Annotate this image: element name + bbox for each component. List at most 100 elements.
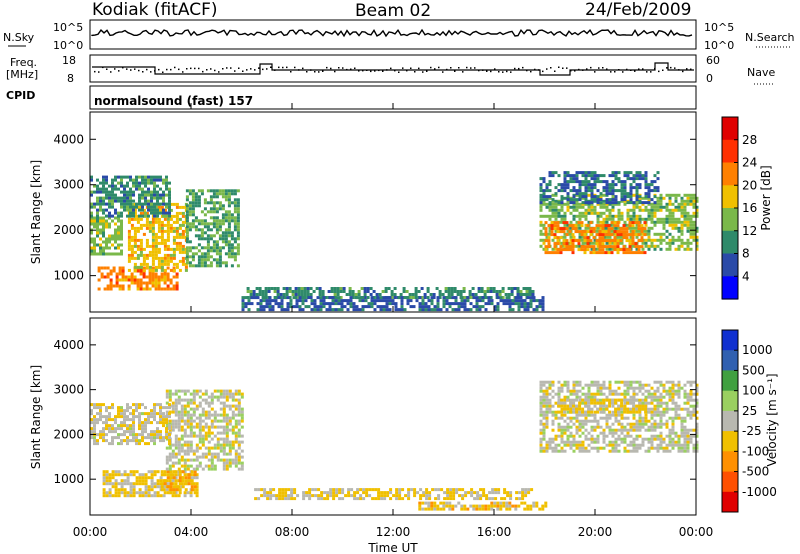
heatmap-cell bbox=[674, 226, 678, 230]
heatmap-cell bbox=[287, 488, 291, 492]
heatmap-cell bbox=[608, 428, 612, 432]
heatmap-cell bbox=[402, 290, 406, 293]
heatmap-cell bbox=[322, 296, 326, 300]
heatmap-cell bbox=[502, 501, 506, 505]
heatmap-cell bbox=[623, 198, 627, 202]
heatmap-cell bbox=[192, 467, 196, 471]
heatmap-cell bbox=[686, 241, 690, 245]
heatmap-cell bbox=[581, 171, 585, 175]
heatmap-cell bbox=[686, 244, 690, 248]
heatmap-cell bbox=[197, 195, 201, 199]
heatmap-cell bbox=[490, 501, 494, 505]
heatmap-cell bbox=[144, 178, 147, 182]
heatmap-cell bbox=[130, 278, 134, 282]
nave-dot bbox=[94, 70, 96, 73]
heatmap-cell bbox=[115, 281, 119, 285]
heatmap-cell bbox=[218, 237, 222, 241]
heatmap-cell bbox=[114, 421, 117, 425]
heatmap-cell bbox=[671, 217, 675, 221]
heatmap-cell bbox=[159, 202, 162, 206]
heatmap-cell bbox=[608, 174, 612, 178]
heatmap-cell bbox=[572, 398, 576, 402]
heatmap-cell bbox=[310, 299, 314, 303]
heatmap-cell bbox=[584, 419, 588, 423]
heatmap-cell bbox=[198, 428, 202, 432]
heatmap-cell bbox=[421, 501, 425, 505]
heatmap-cell bbox=[192, 392, 196, 396]
heatmap-cell bbox=[233, 189, 237, 193]
heatmap-cell bbox=[153, 442, 156, 446]
heatmap-cell bbox=[589, 221, 593, 225]
heatmap-cell bbox=[192, 452, 196, 456]
heatmap-cell bbox=[593, 425, 597, 429]
heatmap-cell bbox=[569, 220, 573, 224]
heatmap-cell bbox=[195, 446, 199, 450]
heatmap-cell bbox=[162, 202, 165, 206]
heatmap-cell bbox=[108, 491, 112, 495]
heatmap-cell bbox=[581, 449, 585, 453]
heatmap-cell bbox=[608, 192, 612, 196]
heatmap-cell bbox=[447, 287, 451, 290]
heatmap-cell bbox=[200, 231, 204, 235]
heatmap-cell bbox=[382, 308, 386, 312]
heatmap-cell bbox=[114, 436, 117, 440]
heatmap-cell bbox=[127, 235, 131, 239]
heatmap-cell bbox=[184, 476, 188, 480]
heatmap-cell bbox=[212, 258, 216, 262]
heatmap-cell bbox=[356, 491, 360, 495]
heatmap-cell bbox=[115, 278, 119, 282]
heatmap-cell bbox=[331, 302, 335, 306]
heatmap-cell bbox=[222, 416, 226, 420]
heatmap-cell bbox=[262, 299, 266, 303]
heatmap-cell bbox=[477, 287, 481, 290]
heatmap-cell bbox=[191, 222, 195, 226]
heatmap-cell bbox=[590, 413, 594, 417]
heatmap-cell bbox=[189, 413, 193, 417]
heatmap-cell bbox=[200, 189, 204, 193]
heatmap-cell bbox=[195, 389, 199, 393]
nave-dot bbox=[514, 67, 516, 70]
heatmap-cell bbox=[227, 204, 231, 208]
heatmap-cell bbox=[562, 227, 566, 231]
heatmap-cell bbox=[102, 415, 105, 419]
heatmap-cell bbox=[628, 239, 632, 243]
heatmap-cell bbox=[105, 482, 109, 486]
heatmap-cell bbox=[145, 241, 149, 245]
heatmap-cell bbox=[572, 437, 576, 441]
heatmap-cell bbox=[267, 287, 271, 290]
heatmap-cell bbox=[166, 238, 170, 242]
heatmap-cell bbox=[501, 296, 505, 299]
heatmap-cell bbox=[590, 425, 594, 429]
heatmap-cell bbox=[560, 389, 564, 393]
heatmap-cell bbox=[448, 507, 452, 511]
heatmap-cell bbox=[548, 171, 552, 175]
heatmap-cell bbox=[121, 272, 125, 276]
heatmap-cell bbox=[175, 275, 179, 279]
nave-dot bbox=[206, 69, 208, 71]
heatmap-cell bbox=[438, 290, 442, 293]
heatmap-cell bbox=[449, 488, 453, 492]
heatmap-cell bbox=[99, 249, 102, 253]
heatmap-cell bbox=[93, 219, 96, 223]
heatmap-cell bbox=[132, 409, 135, 413]
heatmap-cell bbox=[572, 449, 576, 453]
heatmap-cell bbox=[277, 296, 281, 300]
heatmap-cell bbox=[496, 302, 500, 306]
heatmap-cell bbox=[160, 256, 164, 260]
heatmap-cell bbox=[123, 199, 126, 203]
heatmap-cell bbox=[614, 171, 618, 175]
heatmap-cell bbox=[581, 413, 585, 417]
heatmap-cell bbox=[209, 201, 213, 205]
heatmap-cell bbox=[502, 504, 506, 508]
nave-dot bbox=[602, 67, 604, 69]
heatmap-cell bbox=[213, 464, 217, 468]
heatmap-cell bbox=[189, 425, 193, 429]
heatmap-cell bbox=[341, 497, 345, 501]
heatmap-cell bbox=[183, 392, 187, 396]
heatmap-cell bbox=[117, 470, 121, 474]
heatmap-cell bbox=[218, 189, 222, 193]
heatmap-cell bbox=[544, 248, 548, 252]
heatmap-cell bbox=[262, 308, 266, 312]
heatmap-cell bbox=[532, 504, 536, 508]
heatmap-cell bbox=[662, 205, 666, 209]
